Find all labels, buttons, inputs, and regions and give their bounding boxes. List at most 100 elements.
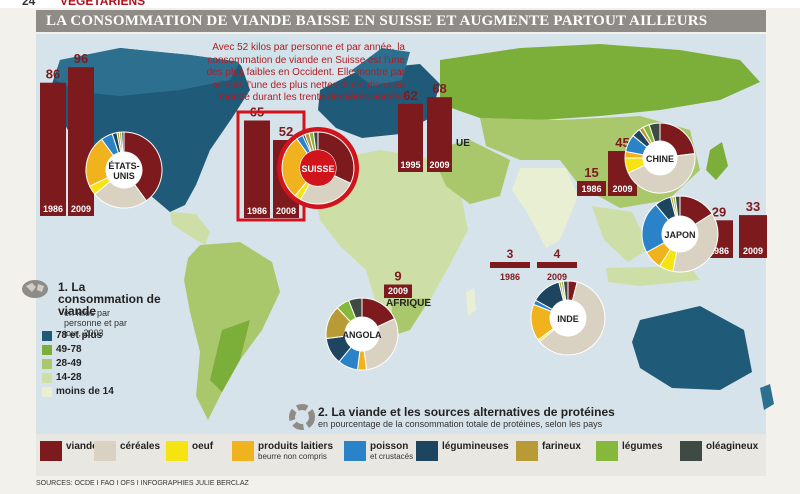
legend2-swatch-legumineuses [416,441,438,461]
sources-credit: SOURCES: OCDE I FAO I OFS I INFOGRAPHIES… [36,480,249,487]
bar-value-chine-2009: 45 [615,135,629,150]
legend2-swatch-cereales [94,441,116,461]
bar-year-inde-1986: 1986 [500,272,520,282]
bar-year-etats-unis-2009: 2009 [71,204,91,214]
map-central-america [170,212,210,245]
bar-year-suisse-1986: 1986 [247,206,267,216]
legend2-subtitle: en pourcentage de la consommation totale… [318,419,603,429]
map-madagascar [466,288,476,316]
bar-value-afrique-2009: 9 [394,269,401,284]
map-south-america-south [210,320,250,392]
legend2-label-laitiers: produits laitiers [258,441,334,452]
bar-year-ue-2009: 2009 [429,160,449,170]
legend2-swatch-legumes [596,441,618,461]
donut-center-angola [345,317,379,351]
bar-value-ue-1995: 62 [403,88,417,103]
page-title: LA CONSOMMATION DE VIANDE BAISSE EN SUIS… [36,10,766,32]
legend1-label-0: 78 et plus [56,330,103,341]
bar-year-suisse-2008: 2008 [276,206,296,216]
legend2-title: 2. La viande et les sources alternatives… [318,405,615,419]
donut-center-japon [662,216,698,252]
section-title: VEGETARIENS [60,0,146,8]
legend1-class-3: 14-28 [42,372,82,383]
legend2-label-cereales: céréales [120,441,161,452]
map-africa [314,150,468,336]
legend2-label-poisson: poisson [370,441,409,452]
ring-icon [289,404,315,430]
legend2-swatch-oeuf [166,441,188,461]
legend1-swatch-2 [42,358,52,369]
bar-value-ue-2009: 68 [432,81,446,96]
legend2-note-laitiers: beurre non compris [258,452,327,461]
legend2-swatch-viande [40,441,62,461]
map-russia [440,44,760,120]
globe-icon [22,280,48,298]
map-india [512,168,578,248]
donut-label-chine: CHINE [646,154,674,164]
map-canada-north [55,48,240,96]
donut-center-inde [550,300,586,336]
bar-value-japon-1986: 29 [712,204,726,219]
bar-inde-2009 [537,262,577,268]
bar-ue-2009 [427,97,452,172]
bar-country-ue: UE [456,138,470,149]
donut-label-etats-unis-1: UNIS [113,171,135,181]
legend2-item-cereales: céréales [94,441,160,461]
legend2-swatch-farineux [516,441,538,461]
legend2-bar [36,434,766,476]
donut-label-suisse: SUISSE [301,164,334,174]
donut-label-etats-unis-0: ÉTATS- [108,161,139,171]
map-south-africa [392,298,430,336]
legend2-item-legumes: légumes [596,441,663,461]
legend2-item-oeuf: oeuf [166,441,213,461]
bar-ue-1995 [398,103,423,172]
map-greenland [230,36,300,80]
bar-chine-1986 [577,181,606,196]
bar-year-ue-1995: 1995 [400,160,420,170]
legend2-label-oeuf: oeuf [192,441,214,452]
legend1-title: 1. La consommation de viande [58,280,161,318]
legend1-swatch-3 [42,372,52,383]
bar-afrique-2009 [384,284,412,298]
legend2-item-poisson: poisson et crustacés [344,441,413,461]
map-japan [706,142,728,180]
legend2-label-oleagineux: oléagineux [706,441,759,452]
legend1-class-1: 49-78 [42,344,82,355]
bar-year-chine-2009: 2009 [612,184,632,194]
legend1-class-2: 28-49 [42,358,82,369]
bar-year-japon-2009: 2009 [743,246,763,256]
bar-value-etats-unis-1986: 86 [46,67,60,82]
bar-etats-unis-2009 [68,67,94,216]
bar-year-inde-2009: 2009 [547,272,567,282]
legend1-label-4: moins de 14 [56,386,114,397]
bar-year-etats-unis-1986: 1986 [43,204,63,214]
donut-center-chine [643,141,677,175]
bar-value-inde-2009: 4 [554,247,561,261]
legend2-label-legumineuses: légumineuses [442,441,509,452]
legend2-swatch-poisson [344,441,366,461]
legend1-label-3: 14-28 [56,372,82,383]
bar-value-etats-unis-2009: 96 [74,51,88,66]
map-australia [632,306,752,390]
donut-center-etats-unis [106,152,142,188]
bar-country-afrique: AFRIQUE [386,298,431,309]
page-number: 24 [22,0,36,8]
bar-suisse-1986 [244,120,270,218]
legend2-item-oleagineux: oléagineux [680,441,758,461]
bar-japon-2009 [739,215,767,258]
legend2-swatch-laitiers [232,441,254,461]
donut-label-angola: ANGOLA [343,330,382,340]
legend1-class-0: 78 et plus [42,330,102,341]
legend1-label-2: 28-49 [56,358,82,369]
legend2-item-viande: viande [40,441,98,461]
bar-value-chine-1986: 15 [584,165,598,180]
legend2-label-viande: viande [66,441,98,452]
donut-label-inde: INDE [557,314,579,324]
legend2-note-poisson: et crustacés [370,452,414,461]
legend1-subtitle: en kilos par personne et par jour, 2003 [64,308,128,338]
intro-text: Avec 52 kilos par personne et par année,… [206,42,405,103]
legend1-label-1: 49-78 [56,344,82,355]
bar-year-japon-1986: 1986 [709,246,729,256]
